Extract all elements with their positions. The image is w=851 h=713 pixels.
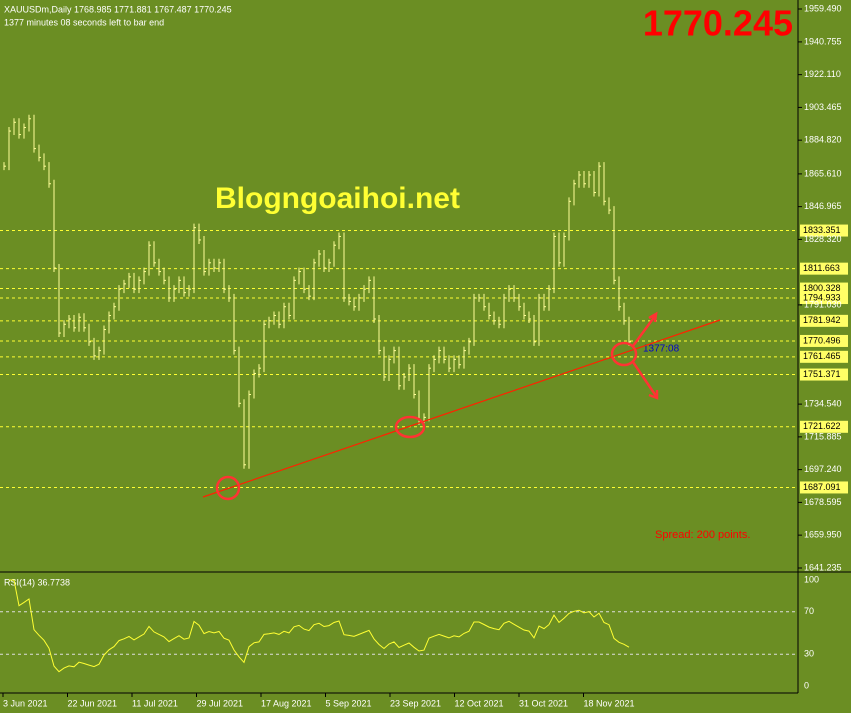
- watermark: Blogngoaihoi.net: [215, 182, 460, 215]
- level-box: [800, 420, 848, 433]
- level-label: 1751.371: [803, 369, 841, 379]
- level-label: 1721.622: [803, 421, 841, 431]
- level-label: 1761.465: [803, 351, 841, 361]
- level-box: [800, 282, 848, 295]
- price-label: 1734.540: [804, 398, 842, 408]
- date-label: 17 Aug 2021: [261, 698, 312, 708]
- rsi-label: RSI(14) 36.7738: [4, 577, 70, 587]
- price-label: 1678.595: [804, 497, 842, 507]
- rsi-tick: 100: [804, 574, 819, 584]
- circle: [215, 475, 241, 501]
- date-label: 18 Nov 2021: [584, 698, 635, 708]
- rsi-tick: 30: [804, 649, 814, 659]
- arrows: [631, 311, 659, 400]
- circle: [394, 415, 426, 439]
- circle: [610, 341, 638, 367]
- price-label: 1922.110: [804, 69, 841, 79]
- date-label: 31 Oct 2021: [519, 698, 568, 708]
- price-label: 1659.950: [804, 530, 842, 540]
- level-box: [800, 224, 848, 237]
- price-label: 1846.965: [804, 201, 842, 211]
- bar-timer: 1377:08: [643, 344, 680, 355]
- rsi-tick: 0: [804, 680, 809, 690]
- level-label: 1687.091: [803, 482, 841, 492]
- price-label: 1715.885: [804, 431, 842, 441]
- price-label: 1940.755: [804, 36, 842, 46]
- level-box: [800, 368, 848, 381]
- date-label: 29 Jul 2021: [197, 698, 244, 708]
- rsi-line: [9, 579, 630, 673]
- date-label: 3 Jun 2021: [3, 698, 48, 708]
- price-label: 1641.235: [804, 562, 842, 572]
- level-label: 1811.663: [803, 263, 840, 273]
- price-label: 1865.610: [804, 168, 842, 178]
- level-box: [800, 334, 848, 347]
- price-label: 1697.240: [804, 464, 842, 474]
- price-label: 1903.465: [804, 102, 842, 112]
- level-label: 1770.496: [803, 335, 841, 345]
- symbol-line: XAUUSDm,Daily 1768.985 1771.881 1767.487…: [4, 4, 232, 14]
- level-box: [800, 314, 848, 327]
- level-label: 1833.351: [803, 225, 841, 235]
- price-label: 1828.320: [804, 234, 842, 244]
- price-label: 1884.820: [804, 135, 842, 145]
- level-box: [800, 350, 848, 363]
- level-box: [800, 292, 848, 305]
- rsi-tick: 70: [804, 606, 814, 616]
- big-price: 1770.245: [643, 3, 793, 44]
- level-box: [800, 481, 848, 494]
- date-label: 22 Jun 2021: [68, 698, 118, 708]
- timer-line: 1377 minutes 08 seconds left to bar end: [4, 17, 164, 27]
- date-label: 5 Sep 2021: [326, 698, 372, 708]
- spread: Spread: 200 points.: [655, 529, 750, 541]
- date-label: 11 Jul 2021: [132, 698, 178, 708]
- level-label: 1781.942: [803, 315, 841, 325]
- circles: [215, 311, 659, 501]
- level-label: 1800.328: [803, 283, 841, 293]
- level-box: [800, 262, 848, 275]
- price-label: 1791.030: [804, 299, 842, 309]
- level-label: 1794.933: [803, 292, 841, 302]
- date-label: 23 Sep 2021: [390, 698, 441, 708]
- date-label: 12 Oct 2021: [455, 698, 504, 708]
- price-label: 1959.490: [804, 3, 842, 13]
